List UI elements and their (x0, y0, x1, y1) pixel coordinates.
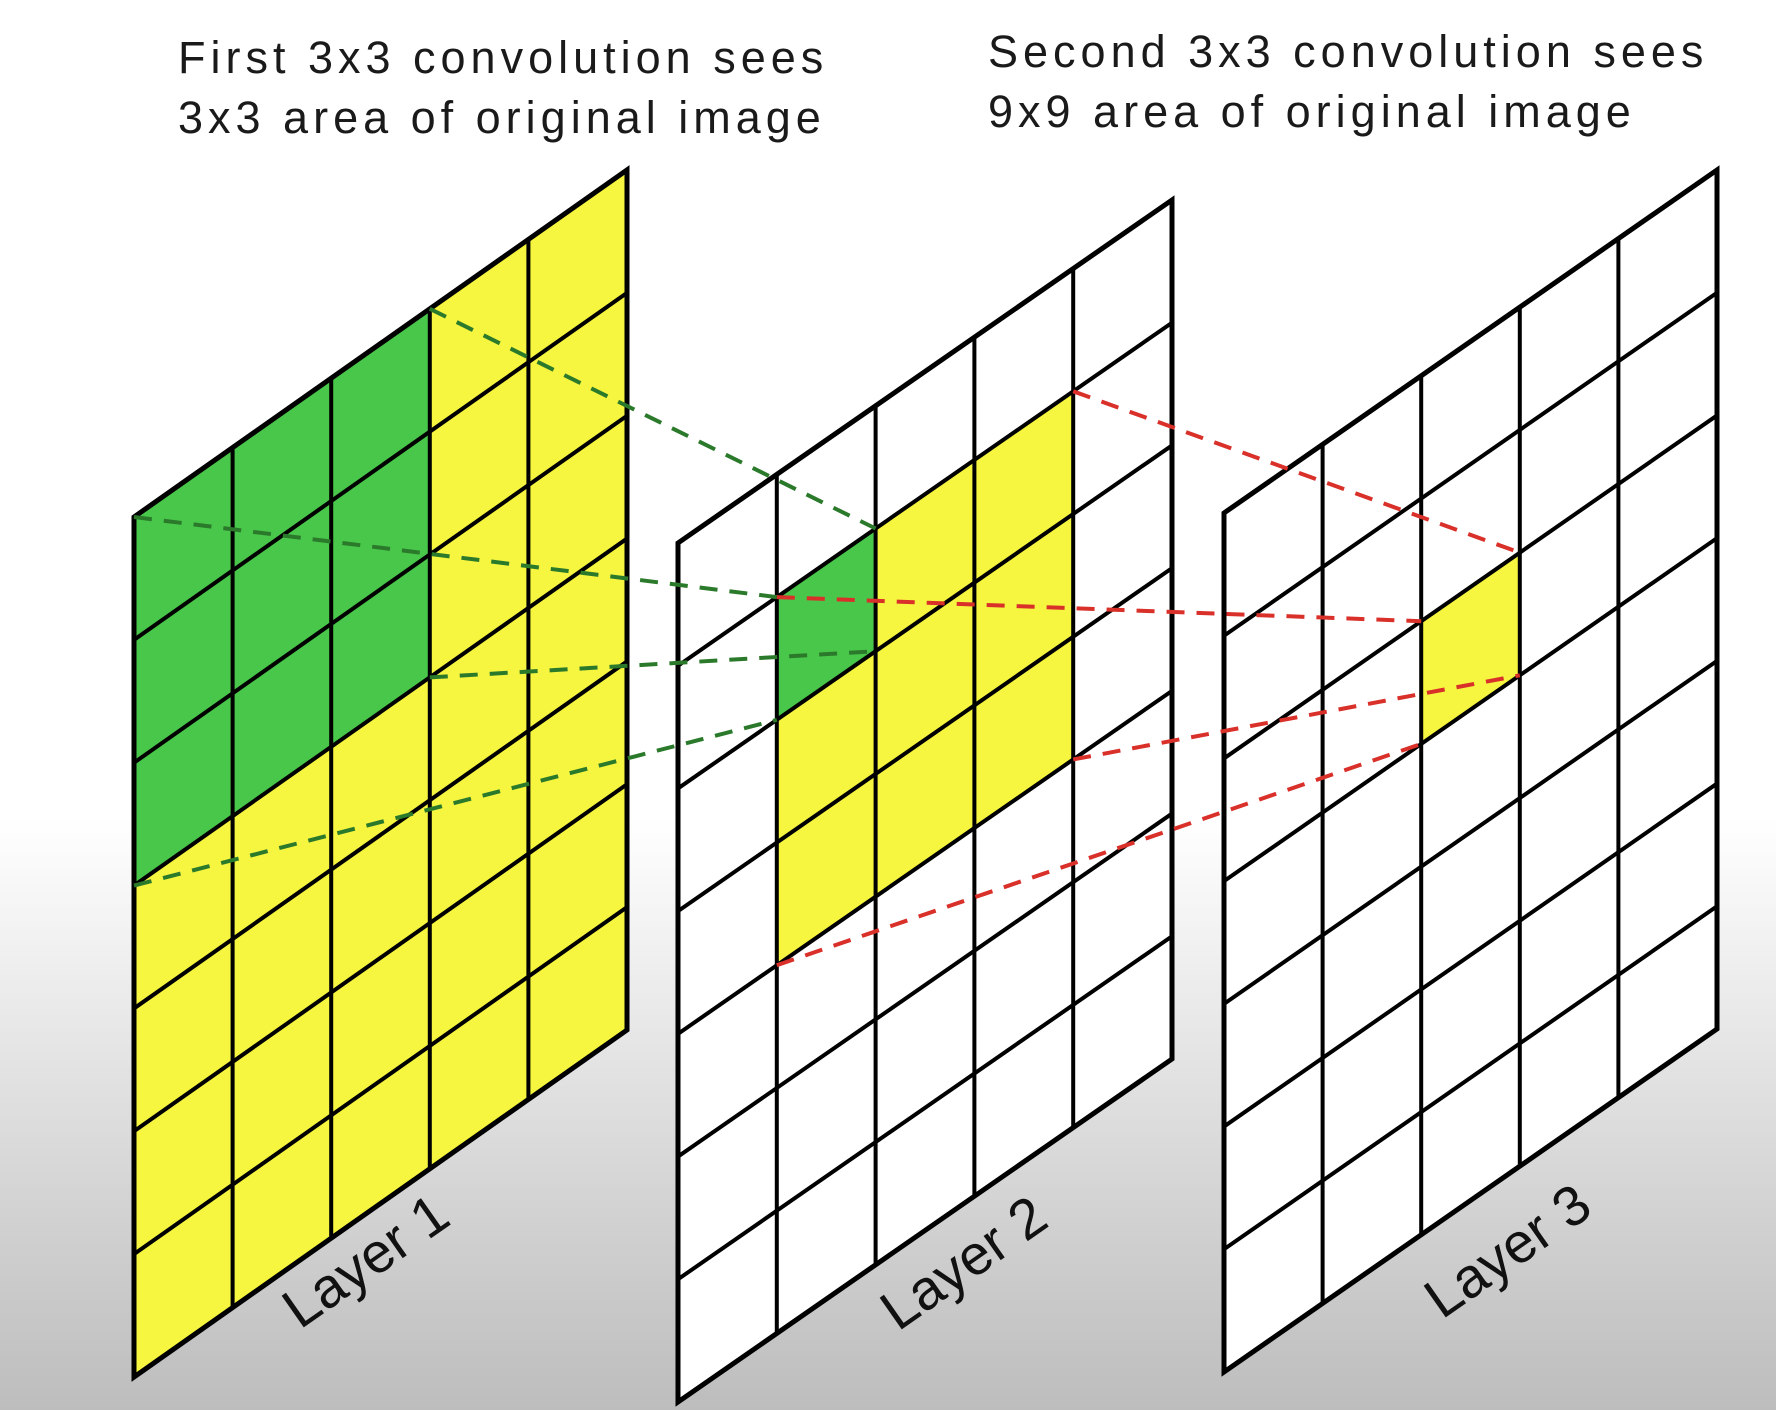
green-projection-line (133, 717, 778, 888)
grid-row-line (676, 321, 1174, 668)
grid-row-line (676, 934, 1174, 1281)
second-caption-line-1: Second 3x3 convolution sees (988, 26, 1709, 77)
projection-lines (133, 307, 1521, 968)
grid-border (131, 165, 630, 1382)
first-caption-line-1: First 3x3 convolution sees (178, 32, 829, 83)
grid-row-line (1222, 413, 1719, 761)
second-caption-line-2: 9x9 area of original image (988, 86, 1636, 137)
layer-3-background (1224, 170, 1717, 1372)
grid-row-line (1222, 904, 1719, 1251)
grid-row-line (132, 905, 629, 1256)
red-projection-line (776, 595, 1422, 624)
grid-row-line (132, 536, 629, 888)
layer-2-yellow-region (776, 391, 1074, 966)
red-projection-line (1072, 389, 1521, 555)
grid-row-line (676, 566, 1174, 913)
first-caption-line-2: 3x3 area of original image (178, 92, 826, 143)
grid-row-line (132, 291, 629, 642)
grid-row-line (676, 811, 1174, 1159)
green-projection-line (133, 515, 778, 600)
grid-row-line (132, 782, 629, 1133)
grid-row-line (1222, 291, 1719, 638)
red-projection-line (1072, 673, 1521, 762)
grid-border (1221, 165, 1720, 1377)
grid-row-line (676, 689, 1174, 1036)
grid-row-line (1222, 536, 1719, 883)
layer-2-grid (675, 195, 1175, 1407)
first-convolution-caption: First 3x3 convolution sees 3x3 area of o… (178, 28, 828, 148)
red-projection-line (776, 742, 1422, 968)
green-projection-line (429, 649, 876, 680)
layer-3-yellow-cell (1421, 552, 1520, 744)
layer-2-green-cell (776, 528, 876, 720)
layer-3-grid (1221, 165, 1720, 1377)
grid-row-line (1222, 781, 1719, 1129)
grid-border (675, 195, 1175, 1407)
grid-row-line (132, 414, 629, 765)
layer-1-grid (131, 165, 630, 1382)
grid-row-line (676, 443, 1174, 791)
green-projection-line (428, 307, 877, 531)
grid-row-line (1222, 659, 1719, 1006)
grid-row-line (132, 659, 629, 1011)
second-convolution-caption: Second 3x3 convolution sees 9x9 area of … (988, 22, 1708, 142)
layer-1-green-block (134, 308, 430, 886)
